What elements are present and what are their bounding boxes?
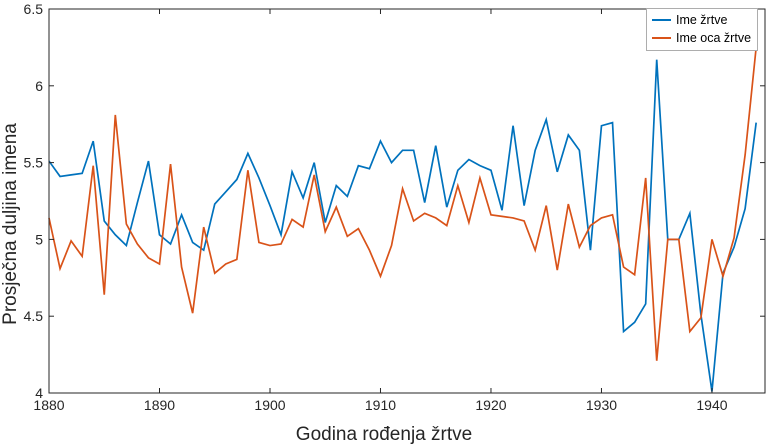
x-tick-label: 1920 [475, 397, 506, 413]
x-tick-label: 1930 [586, 397, 617, 413]
legend-line-sample-orange [652, 37, 671, 39]
y-tick-label: 5 [35, 231, 43, 247]
y-tick-label: 4 [35, 385, 43, 401]
legend: Ime žrtve Ime oca žrtve [646, 8, 758, 51]
series-line-0 [48, 59, 758, 392]
y-tick-label: 6 [35, 78, 43, 94]
legend-line-sample-blue [652, 19, 671, 21]
x-tick-label: 1910 [365, 397, 396, 413]
legend-item-ime-oca-zrtve: Ime oca žrtve [652, 30, 751, 46]
x-tick-label: 1880 [33, 397, 64, 413]
y-tick-label: 6.5 [24, 1, 44, 17]
x-tick-label: 1940 [696, 397, 727, 413]
y-tick-label: 5.5 [24, 155, 44, 171]
x-axis-label: Godina rođenja žrtve [295, 424, 473, 445]
y-tick-label: 4.5 [24, 308, 44, 324]
x-tick-label: 1900 [254, 397, 285, 413]
legend-label: Ime žrtve [676, 13, 728, 27]
legend-item-ime-zrtve: Ime žrtve [652, 12, 751, 28]
series-line-1 [48, 47, 758, 361]
plot-box [48, 8, 766, 394]
legend-label: Ime oca žrtve [676, 31, 752, 45]
x-tick-label: 1890 [144, 397, 175, 413]
